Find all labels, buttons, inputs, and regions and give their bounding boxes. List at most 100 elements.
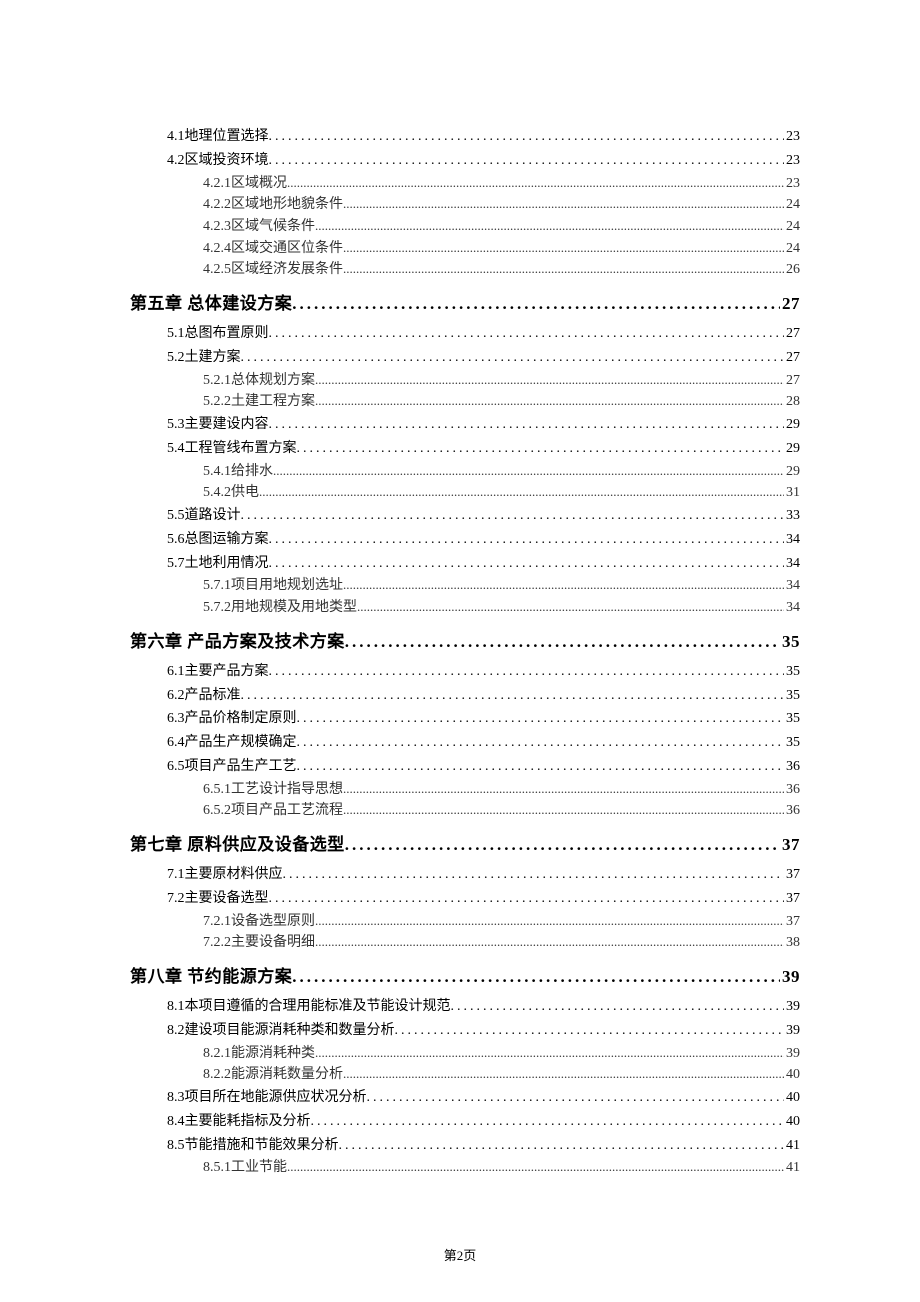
toc-entry-text: 5.1总图布置原则 <box>167 322 269 346</box>
toc-entry: 6.1主要产品方案35 <box>130 660 800 684</box>
toc-entry-page: 35 <box>784 707 800 731</box>
toc-entry-text: 8.2.2能源消耗数量分析 <box>203 1064 343 1086</box>
toc-leader <box>451 995 785 1019</box>
toc-leader <box>343 194 784 216</box>
toc-entry: 4.1地理位置选择 23 <box>130 125 800 149</box>
toc-entry: 5.4.2供电31 <box>130 482 800 504</box>
toc-entry: 8.2.1能源消耗种类 39 <box>130 1043 800 1065</box>
toc-leader <box>273 461 784 483</box>
toc-leader <box>343 238 784 260</box>
toc-entry: 5.7土地利用情况 34 <box>130 552 800 576</box>
toc-entry-page: 24 <box>784 194 800 216</box>
toc-entry-page: 34 <box>784 575 800 597</box>
toc-entry-page: 33 <box>784 504 800 528</box>
toc-leader <box>315 391 784 413</box>
toc-leader <box>283 863 785 887</box>
toc-entry: 第八章 节约能源方案39 <box>130 962 800 987</box>
toc-entry: 4.2区域投资环境23 <box>130 149 800 173</box>
toc-entry-page: 27 <box>784 370 800 392</box>
toc-entry: 4.2.3区域气候条件 24 <box>130 216 800 238</box>
toc-leader <box>287 1157 784 1179</box>
toc-entry-text: 5.4.1给排水 <box>203 461 273 483</box>
toc-entry: 8.2建设项目能源消耗种类和数量分析 39 <box>130 1019 800 1043</box>
toc-leader <box>315 370 784 392</box>
toc-entry: 8.2.2能源消耗数量分析 40 <box>130 1064 800 1086</box>
toc-entry-page: 36 <box>784 779 800 801</box>
toc-entry-text: 4.2.5区域经济发展条件 <box>203 259 343 281</box>
toc-entry: 8.5.1工业节能 41 <box>130 1157 800 1179</box>
toc-entry-text: 5.7土地利用情况 <box>167 552 269 576</box>
toc-entry-page: 34 <box>784 552 800 576</box>
toc-entry-page: 23 <box>784 125 800 149</box>
toc-entry: 8.3项目所在地能源供应状况分析40 <box>130 1086 800 1110</box>
toc-entry: 6.5.2项目产品工艺流程36 <box>130 800 800 822</box>
toc-leader <box>367 1086 785 1110</box>
toc-entry: 5.7.1项目用地规划选址 34 <box>130 575 800 597</box>
toc-leader <box>315 911 784 933</box>
toc-entry-text: 第八章 节约能源方案 <box>130 962 292 987</box>
toc-entry-page: 39 <box>784 1043 800 1065</box>
toc-leader <box>297 731 785 755</box>
toc-entry-text: 8.5.1工业节能 <box>203 1157 287 1179</box>
toc-leader <box>343 1064 784 1086</box>
toc-leader <box>292 967 780 987</box>
toc-entry-page: 23 <box>784 173 800 195</box>
toc-entry: 8.5节能措施和节能效果分析41 <box>130 1134 800 1158</box>
toc-entry-text: 5.7.1项目用地规划选址 <box>203 575 343 597</box>
toc-entry-page: 36 <box>784 800 800 822</box>
toc-entry-text: 4.2.1区域概况 <box>203 173 287 195</box>
toc-leader <box>395 1019 785 1043</box>
toc-entry-page: 34 <box>784 597 800 619</box>
toc-leader <box>297 437 785 461</box>
toc-entry-page: 31 <box>784 482 800 504</box>
toc-entry: 第六章 产品方案及技术方案35 <box>130 627 800 652</box>
toc-entry: 8.4主要能耗指标及分析40 <box>130 1110 800 1134</box>
toc-entry-page: 35 <box>780 632 800 652</box>
toc-entry-text: 8.2.1能源消耗种类 <box>203 1043 315 1065</box>
toc-leader <box>343 779 784 801</box>
toc-entry-text: 4.2.3区域气候条件 <box>203 216 315 238</box>
toc-entry-text: 8.5节能措施和节能效果分析 <box>167 1134 339 1158</box>
toc-entry-page: 39 <box>784 995 800 1019</box>
toc-entry-text: 7.1主要原材料供应 <box>167 863 283 887</box>
toc-entry-page: 37 <box>780 835 800 855</box>
toc-entry-page: 29 <box>784 437 800 461</box>
toc-entry-page: 29 <box>784 413 800 437</box>
toc-leader <box>269 887 785 911</box>
toc-entry-page: 41 <box>784 1157 800 1179</box>
toc-entry-page: 40 <box>784 1086 800 1110</box>
toc-entry-text: 4.2.2区域地形地貌条件 <box>203 194 343 216</box>
toc-entry-page: 36 <box>784 755 800 779</box>
toc-entry-page: 35 <box>784 684 800 708</box>
toc-leader <box>311 1110 785 1134</box>
toc-entry-page: 38 <box>784 932 800 954</box>
toc-entry-page: 34 <box>784 528 800 552</box>
toc-entry-page: 26 <box>784 259 800 281</box>
toc-entry: 7.2.2主要设备明细38 <box>130 932 800 954</box>
toc-entry-page: 24 <box>784 216 800 238</box>
toc-entry: 4.2.1区域概况 23 <box>130 173 800 195</box>
toc-entry-text: 4.2区域投资环境 <box>167 149 269 173</box>
toc-entry-page: 29 <box>784 461 800 483</box>
toc-entry-page: 27 <box>784 346 800 370</box>
toc-leader <box>297 707 785 731</box>
toc-leader <box>241 346 785 370</box>
toc-leader <box>259 482 784 504</box>
toc-entry-text: 6.5.1工艺设计指导思想 <box>203 779 343 801</box>
toc-entry: 6.3产品价格制定原则35 <box>130 707 800 731</box>
toc-entry: 4.2.4区域交通区位条件24 <box>130 238 800 260</box>
toc-entry-text: 5.2.1总体规划方案 <box>203 370 315 392</box>
toc-leader <box>345 632 780 652</box>
toc-entry: 6.5项目产品生产工艺36 <box>130 755 800 779</box>
toc-entry-text: 8.2建设项目能源消耗种类和数量分析 <box>167 1019 395 1043</box>
toc-entry: 5.7.2用地规模及用地类型34 <box>130 597 800 619</box>
toc-entry-page: 40 <box>784 1064 800 1086</box>
toc-leader <box>269 149 785 173</box>
toc-entry: 4.2.5区域经济发展条件 26 <box>130 259 800 281</box>
toc-entry-text: 4.1地理位置选择 <box>167 125 269 149</box>
toc-leader <box>315 1043 784 1065</box>
toc-entry-text: 6.4产品生产规模确定 <box>167 731 297 755</box>
toc-entry-page: 39 <box>784 1019 800 1043</box>
toc-entry-page: 37 <box>784 863 800 887</box>
toc-entry-page: 37 <box>784 887 800 911</box>
